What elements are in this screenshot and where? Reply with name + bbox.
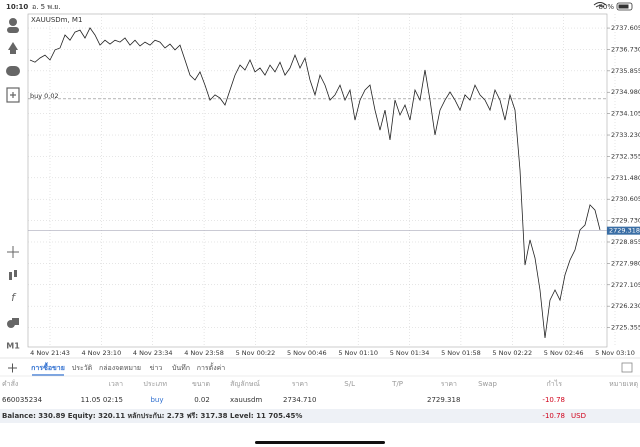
x-tick-label: 4 Nov 23:34 bbox=[133, 349, 173, 357]
summary-bar bbox=[0, 409, 640, 423]
add-button[interactable] bbox=[8, 363, 17, 373]
tab[interactable]: บันทึก bbox=[172, 363, 190, 372]
summary-currency: USD bbox=[571, 412, 586, 420]
chart-frame bbox=[27, 13, 608, 348]
status-time: 10:10 bbox=[6, 3, 28, 11]
status-date: อ. 5 พ.ย. bbox=[32, 3, 61, 11]
tabs: การซื้อขาย ประวัติ กล่องจดหมาย ข่าว บันทึก กา… bbox=[31, 361, 226, 376]
table-cell[interactable]: -10.78 bbox=[542, 396, 565, 404]
summary-profit: -10.78 bbox=[542, 412, 565, 420]
column-header: กำไร bbox=[547, 379, 563, 388]
table-cell[interactable]: 2729.318 bbox=[427, 396, 460, 404]
y-tick-label: 2729.730 bbox=[611, 217, 640, 225]
y-tick-label: 2735.855 bbox=[611, 67, 640, 75]
x-tick-label: 5 Nov 00:22 bbox=[236, 349, 276, 357]
column-header: T/P bbox=[391, 380, 403, 388]
candle-icon[interactable] bbox=[9, 272, 12, 280]
y-tick-label: 2736.730 bbox=[611, 45, 640, 53]
new-order-plus bbox=[10, 92, 16, 98]
y-tick-label: 2730.605 bbox=[611, 195, 640, 203]
column-header: ขนาด bbox=[192, 380, 210, 388]
account-icon[interactable] bbox=[9, 18, 17, 26]
y-tick-label: 2737.605 bbox=[611, 24, 640, 32]
timeframe-icon[interactable]: M1 bbox=[6, 342, 20, 351]
x-tick-label: 5 Nov 01:34 bbox=[390, 349, 430, 357]
plot: buy 0.02 2729.318 bbox=[28, 27, 640, 339]
price-label-box bbox=[607, 226, 640, 235]
tab[interactable]: ข่าว bbox=[150, 364, 163, 372]
x-tick-label: 4 Nov 23:58 bbox=[184, 349, 224, 357]
y-tick-label: 2725.355 bbox=[611, 324, 640, 332]
x-tick-label: 5 Nov 01:10 bbox=[338, 349, 378, 357]
status-battery: 80% bbox=[598, 3, 614, 11]
candle-icon-2[interactable] bbox=[14, 270, 17, 277]
table-cell[interactable]: xauusdm bbox=[230, 396, 262, 404]
y-tick-label: 2727.980 bbox=[611, 259, 640, 267]
x-tick-label: 5 Nov 01:58 bbox=[441, 349, 481, 357]
tab[interactable]: กล่องจดหมาย bbox=[99, 364, 141, 372]
tab[interactable]: การตั้งค่า bbox=[197, 361, 226, 372]
account-icon-body[interactable] bbox=[7, 27, 19, 33]
x-tick-label: 4 Nov 23:10 bbox=[82, 349, 122, 357]
new-order-icon[interactable] bbox=[6, 87, 20, 103]
y-tick-label: 2727.105 bbox=[611, 281, 640, 289]
y-tick-label: 2733.230 bbox=[611, 131, 640, 139]
home-indicator bbox=[255, 441, 385, 444]
battery-icon bbox=[616, 2, 633, 11]
column-header: เวลา bbox=[108, 380, 123, 388]
column-header: ประเภท bbox=[143, 380, 167, 388]
table-cell[interactable]: 2734.710 bbox=[283, 396, 316, 404]
price-label: 2729.318 bbox=[609, 227, 640, 235]
table-cell[interactable]: 660035234 bbox=[2, 396, 43, 404]
indicator-icon[interactable]: f bbox=[11, 291, 17, 304]
trade-icon[interactable] bbox=[8, 42, 18, 54]
tab[interactable]: ประวัติ bbox=[72, 364, 93, 372]
x-tick-label: 5 Nov 03:10 bbox=[595, 349, 635, 357]
summary-text: Balance: 330.89 Equity: 320.11 หลักประกั… bbox=[2, 412, 302, 420]
objects-icon-2[interactable] bbox=[12, 318, 19, 325]
table-cell[interactable]: buy bbox=[150, 396, 163, 404]
x-tick-label: 4 Nov 21:43 bbox=[30, 349, 70, 357]
x-tick-label: 5 Nov 02:22 bbox=[492, 349, 532, 357]
table-cell[interactable]: 0.02 bbox=[194, 396, 210, 404]
column-header: หมายเหตุ bbox=[609, 380, 638, 388]
y-tick-label: 2732.355 bbox=[611, 152, 640, 160]
column-header: S/L bbox=[344, 380, 355, 388]
y-tick-label: 2728.855 bbox=[611, 238, 640, 246]
y-tick-label: 2731.480 bbox=[611, 174, 640, 182]
column-header: ราคา bbox=[441, 380, 457, 388]
y-tick-label: 2734.980 bbox=[611, 88, 640, 96]
layout-button[interactable] bbox=[621, 362, 633, 373]
crosshair-icon[interactable] bbox=[7, 246, 19, 258]
tab[interactable]: การซื้อขาย bbox=[31, 361, 65, 372]
column-header: คำสั่ง bbox=[2, 379, 18, 388]
toolbar: f M1 bbox=[6, 18, 20, 351]
column-header: สัญลักษณ์ bbox=[230, 380, 260, 388]
grid: 2737.605 2736.730 2735.855 2734.980 2734.105… bbox=[28, 14, 640, 357]
y-tick-label: 2734.105 bbox=[611, 110, 640, 118]
wifi-icon bbox=[593, 2, 607, 8]
table-cell[interactable]: 11.05 02:15 bbox=[81, 396, 123, 404]
column-header: ราคา bbox=[292, 380, 308, 388]
battery-level bbox=[618, 4, 629, 9]
x-tick-label: 5 Nov 02:46 bbox=[544, 349, 584, 357]
chart-title: XAUUSDm, M1 bbox=[31, 16, 82, 24]
table: คำสั่ง เวลา ประเภท ขนาด สัญลักษณ์ ราคา S/L T/P ร… bbox=[2, 379, 638, 404]
order-line-label: buy 0.02 bbox=[30, 92, 59, 100]
chat-icon[interactable] bbox=[6, 66, 20, 76]
price-line-series bbox=[29, 27, 601, 339]
x-tick-label: 5 Nov 00:46 bbox=[287, 349, 327, 357]
y-tick-label: 2726.230 bbox=[611, 302, 640, 310]
column-header: Swap bbox=[478, 380, 497, 388]
